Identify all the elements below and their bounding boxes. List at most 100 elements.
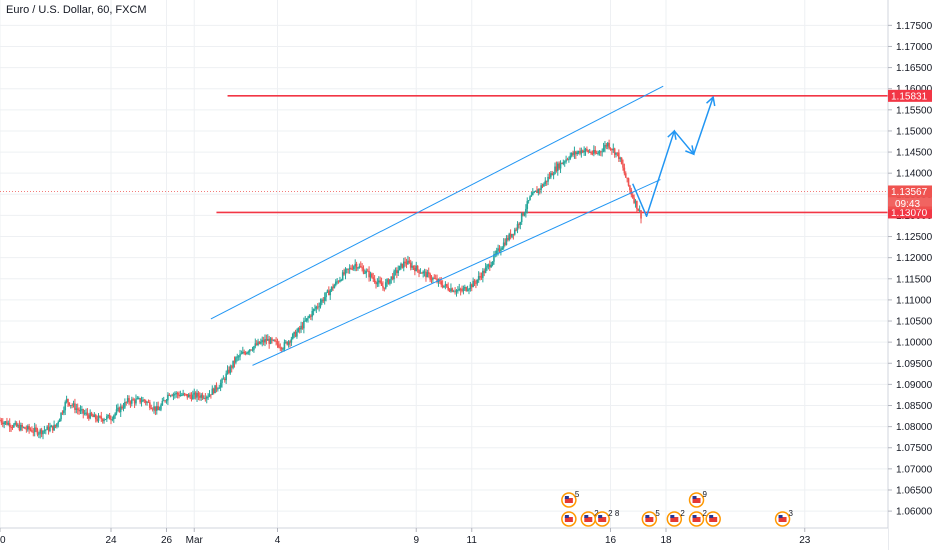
event-flag-icon — [709, 515, 714, 518]
candle-body — [294, 331, 297, 337]
candle-body — [429, 273, 431, 280]
event-count-label: 5 — [575, 490, 580, 499]
candle-body — [512, 233, 515, 235]
candle-body — [436, 278, 438, 283]
price-axis[interactable]: 1.17500 1.17000 1.16500 1.16000 1.15500 1.150… — [887, 0, 932, 550]
candle-body — [379, 280, 381, 283]
candle-body — [618, 152, 620, 159]
candle-body — [64, 402, 67, 411]
horizontal-levels[interactable] — [0, 95, 888, 214]
candle-body — [509, 233, 512, 238]
candle-body — [434, 278, 437, 280]
candle-body — [550, 173, 552, 178]
candle-body — [211, 388, 214, 395]
candle-body — [106, 416, 108, 420]
candle-body — [537, 189, 540, 194]
candle-body — [433, 277, 436, 279]
candle-body — [604, 144, 606, 148]
candle-body — [212, 388, 215, 394]
time-tick-label: 16 — [605, 535, 617, 546]
candle-body — [235, 357, 237, 363]
candle-body — [153, 406, 155, 410]
candle-body — [182, 393, 184, 396]
arrow-head — [706, 95, 716, 107]
price-channel[interactable] — [210, 85, 664, 366]
candle-body — [636, 200, 638, 209]
economic-events[interactable]: 52 2 8 5 292 3 — [561, 490, 794, 527]
candle-body — [133, 400, 136, 404]
candle-body — [328, 290, 330, 296]
candle-body — [244, 352, 247, 355]
candle-body — [158, 409, 161, 411]
candle-body — [584, 148, 587, 151]
event-flag-icon — [564, 496, 569, 499]
candle-body — [465, 287, 467, 291]
candle-body — [101, 419, 104, 422]
event-count-label: 9 — [703, 490, 708, 499]
candle-body — [486, 265, 488, 268]
candle-body — [43, 430, 46, 432]
candle-body — [405, 262, 408, 265]
candle-body — [150, 407, 153, 409]
candle-body — [544, 180, 547, 184]
candle-body — [556, 163, 559, 171]
candle-body — [551, 173, 554, 176]
event-count-label: 3 — [789, 509, 794, 518]
candle-body — [266, 339, 269, 341]
candle-body — [425, 271, 427, 278]
candle-body — [391, 276, 394, 280]
price-tick-label: 1.11500 — [896, 274, 932, 285]
event-flag-icon — [598, 517, 607, 522]
candle-body — [323, 297, 326, 301]
candle-body — [1, 422, 4, 425]
candle-body — [633, 197, 635, 203]
channel-line — [252, 179, 661, 366]
candle-body — [39, 429, 42, 434]
candle-body — [217, 388, 219, 390]
event-flag-icon — [598, 515, 603, 518]
candle-body — [229, 366, 232, 373]
candle-body — [222, 378, 225, 380]
level-price-label: 1.15831 — [891, 91, 928, 102]
candle-body — [487, 264, 490, 266]
candle-body — [57, 421, 60, 424]
event-flag-icon — [692, 515, 697, 518]
candle-body — [119, 406, 122, 413]
candle-body — [408, 260, 411, 263]
candle-body — [289, 341, 291, 343]
candle-body — [97, 416, 100, 421]
candle-body — [640, 210, 642, 219]
price-tick-label: 1.10000 — [896, 338, 932, 349]
candle-body — [468, 289, 470, 291]
candle-body — [619, 157, 622, 159]
time-tick-label: 18 — [660, 535, 672, 546]
projection-path — [632, 96, 714, 218]
candle-body — [71, 405, 73, 406]
candle-body — [522, 213, 524, 216]
time-tick-label: Mar — [186, 535, 204, 546]
candle-body — [527, 200, 530, 202]
candle-body — [129, 402, 132, 404]
candle-body — [68, 402, 71, 406]
candle-body — [515, 229, 517, 231]
candle-body — [82, 409, 85, 414]
time-axis[interactable]: 20 24 26 Mar 4 9 11 16 18 23 — [0, 527, 888, 550]
candle-body — [89, 412, 91, 419]
candle-body — [262, 340, 265, 343]
candle-body — [491, 261, 494, 266]
candle-body — [205, 396, 208, 399]
candle-body — [480, 276, 483, 278]
candle-body — [534, 190, 537, 192]
candle-body — [26, 426, 29, 430]
candle-body — [637, 208, 640, 211]
candle-body — [348, 267, 351, 270]
candle-body — [279, 347, 282, 349]
projection-arrow[interactable] — [632, 95, 716, 218]
price-tick-label: 1.07500 — [896, 443, 932, 454]
candle-body — [469, 284, 472, 290]
candle-body — [312, 309, 315, 311]
price-tick-label: 1.08500 — [896, 401, 932, 412]
candle-body — [477, 276, 480, 280]
